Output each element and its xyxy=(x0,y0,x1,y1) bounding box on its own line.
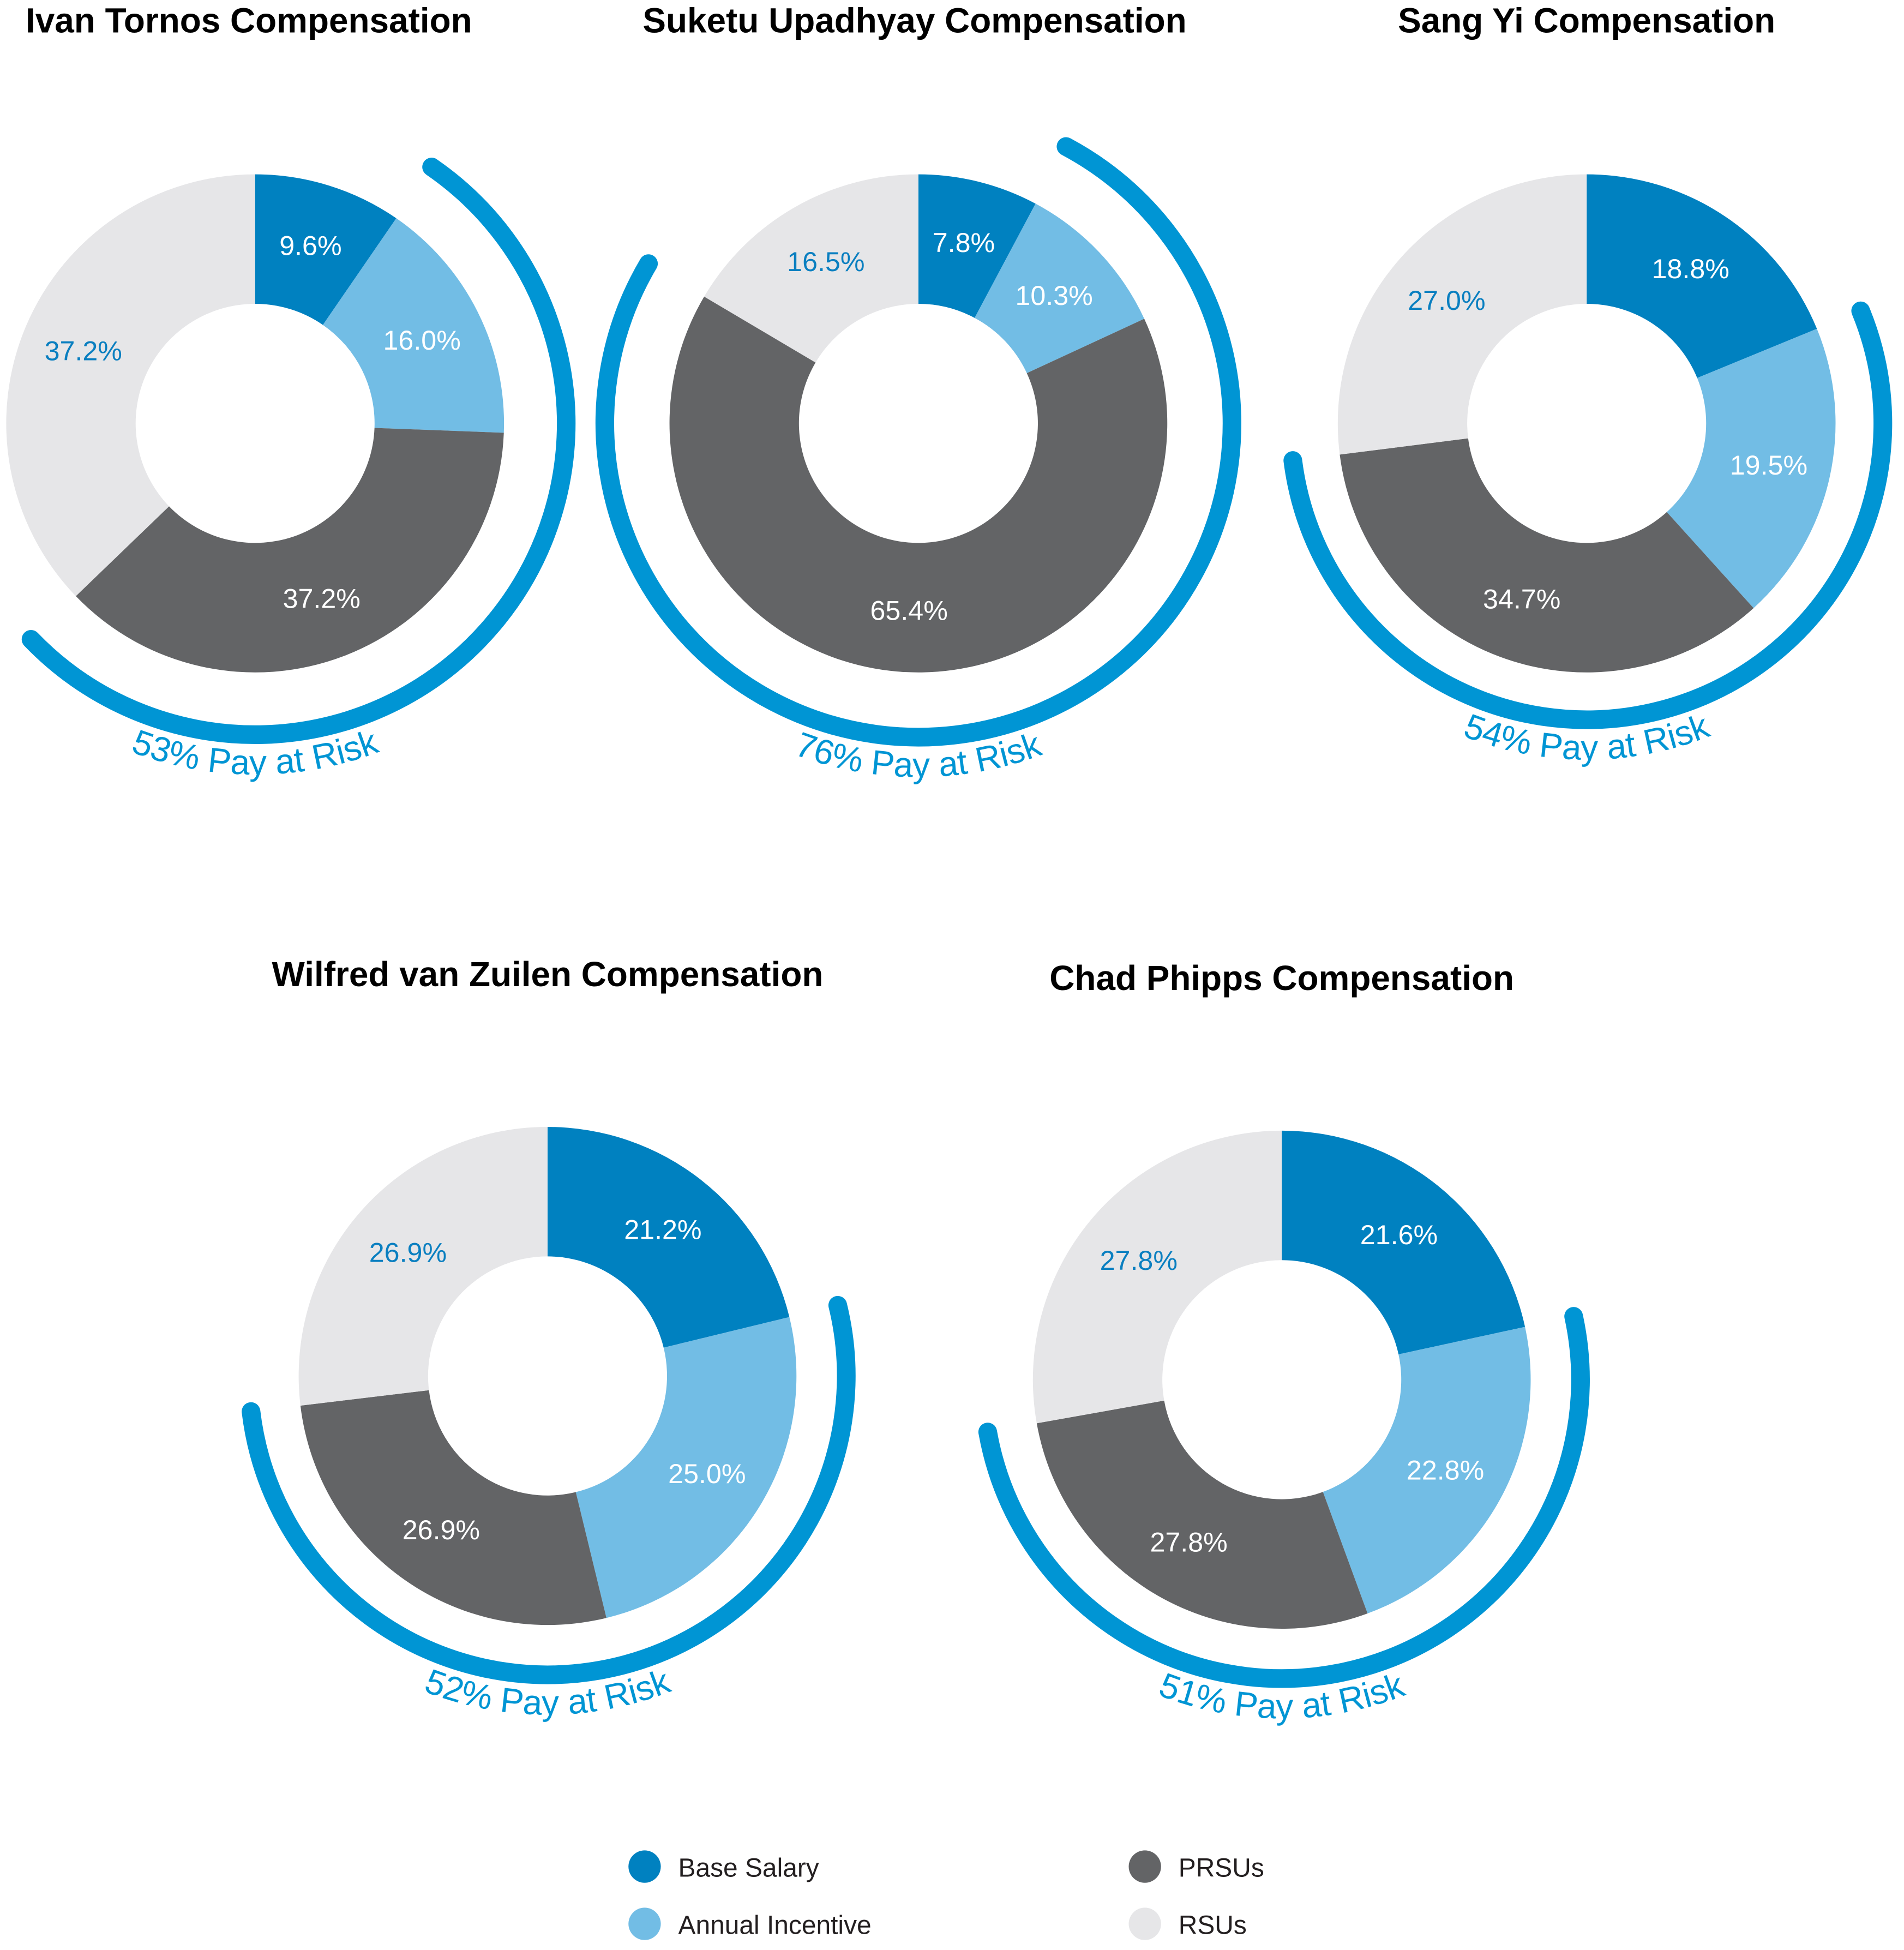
legend-swatch xyxy=(628,1850,661,1883)
segment-prsus xyxy=(76,428,504,673)
data-label: 25.0% xyxy=(668,1459,746,1489)
segment-annual-incentive xyxy=(575,1317,797,1618)
legend-swatch xyxy=(1128,1907,1161,1940)
legend-label: PRSUs xyxy=(1179,1853,1264,1882)
segment-annual-incentive xyxy=(1667,328,1836,608)
donut-chart: Wilfred van Zuilen Compensation 21.2% 25.0… xyxy=(242,955,856,1723)
chart-title: Wilfred van Zuilen Compensation xyxy=(272,955,824,994)
segment-base-salary xyxy=(918,174,1036,318)
segment-prsus xyxy=(300,1390,606,1625)
legend: Base Salary Annual Incentive PRSUs RSUs xyxy=(628,1850,1264,1940)
data-label: 26.9% xyxy=(369,1238,447,1268)
chart-title: Ivan Tornos Compensation xyxy=(26,1,472,40)
pay-at-risk-arc xyxy=(21,158,576,745)
segment-rsus xyxy=(704,174,918,363)
data-label: 34.7% xyxy=(1483,584,1560,615)
data-label: 10.3% xyxy=(1015,280,1092,311)
legend-swatch xyxy=(1128,1850,1161,1883)
pay-at-risk-arc xyxy=(242,1295,856,1684)
legend-item: Annual Incentive xyxy=(628,1907,872,1940)
segment-base-salary xyxy=(1282,1130,1525,1354)
segment-base-salary xyxy=(255,174,397,325)
donut-chart: Suketu Upadhyay Compensation 7.8% 10.3% 65.… xyxy=(595,1,1241,785)
data-label: 26.9% xyxy=(403,1515,480,1545)
segment-base-salary xyxy=(1587,174,1817,378)
data-label: 27.8% xyxy=(1100,1245,1178,1276)
legend-item: Base Salary xyxy=(628,1850,819,1883)
pay-at-risk-arc xyxy=(978,1307,1590,1688)
data-label: 37.2% xyxy=(45,335,122,366)
segment-annual-incentive xyxy=(974,203,1145,374)
segment-prsus xyxy=(1036,1400,1368,1629)
data-label: 21.2% xyxy=(624,1215,701,1245)
donut-chart: Sang Yi Compensation 18.8% 19.5% 34.7% 27.0%… xyxy=(1283,1,1893,767)
segment-base-salary xyxy=(547,1127,790,1348)
donut-chart: Chad Phipps Compensation 21.6% 22.8% 27.8% 2… xyxy=(978,958,1590,1726)
chart-title: Chad Phipps Compensation xyxy=(1049,958,1514,998)
data-label: 22.8% xyxy=(1407,1455,1484,1486)
segment-rsus xyxy=(6,174,255,596)
segment-rsus xyxy=(1337,174,1587,455)
segment-annual-incentive xyxy=(323,218,504,433)
chart-title: Suketu Upadhyay Compensation xyxy=(642,1,1186,40)
data-label: 7.8% xyxy=(933,227,995,258)
legend-label: Annual Incentive xyxy=(678,1911,872,1940)
legend-item: PRSUs xyxy=(1128,1850,1264,1883)
data-label: 16.5% xyxy=(787,247,864,277)
data-label: 37.2% xyxy=(283,583,361,614)
segment-prsus xyxy=(1340,438,1754,673)
legend-label: Base Salary xyxy=(678,1853,819,1882)
legend-swatch xyxy=(628,1907,661,1940)
data-label: 65.4% xyxy=(870,595,948,626)
pay-at-risk-arc xyxy=(595,137,1241,747)
chart-title: Sang Yi Compensation xyxy=(1398,1,1775,40)
data-label: 27.0% xyxy=(1408,285,1485,316)
segment-rsus xyxy=(1032,1130,1282,1424)
pay-at-risk-arc xyxy=(1283,301,1893,729)
data-label: 21.6% xyxy=(1360,1220,1438,1250)
segment-prsus xyxy=(669,296,1168,673)
data-label: 19.5% xyxy=(1730,450,1807,481)
segment-rsus xyxy=(298,1127,548,1406)
data-label: 18.8% xyxy=(1652,254,1729,284)
legend-item: RSUs xyxy=(1128,1907,1247,1940)
donut-chart: Ivan Tornos Compensation 9.6% 16.0% 37.2% 37… xyxy=(6,1,576,782)
data-label: 16.0% xyxy=(383,325,461,356)
data-label: 9.6% xyxy=(279,230,341,261)
legend-label: RSUs xyxy=(1179,1911,1247,1940)
segment-annual-incentive xyxy=(1323,1327,1531,1614)
data-label: 27.8% xyxy=(1150,1527,1227,1558)
